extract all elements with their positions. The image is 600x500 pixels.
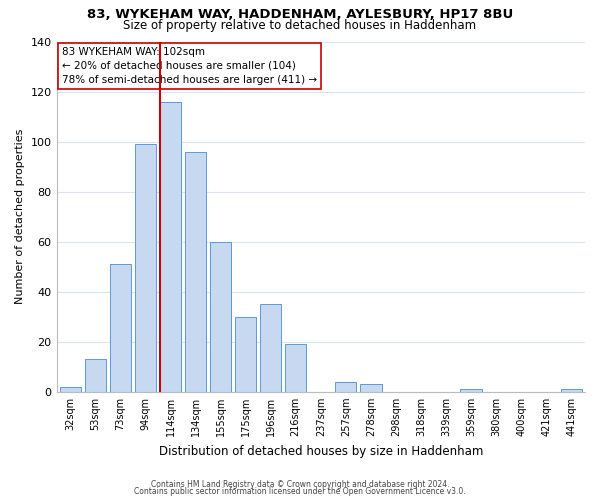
Y-axis label: Number of detached properties: Number of detached properties [15,129,25,304]
Bar [360,384,382,392]
Bar [560,390,582,392]
Text: Contains HM Land Registry data © Crown copyright and database right 2024.: Contains HM Land Registry data © Crown c… [151,480,449,489]
Text: Size of property relative to detached houses in Haddenham: Size of property relative to detached ho… [124,19,476,32]
Bar [460,390,482,392]
Bar [235,316,256,392]
Bar [335,382,356,392]
Text: 83 WYKEHAM WAY: 102sqm
← 20% of detached houses are smaller (104)
78% of semi-de: 83 WYKEHAM WAY: 102sqm ← 20% of detached… [62,47,317,85]
Bar [160,102,181,392]
Bar [185,152,206,392]
Text: Contains public sector information licensed under the Open Government Licence v3: Contains public sector information licen… [134,487,466,496]
Bar [110,264,131,392]
Bar [210,242,231,392]
Bar [260,304,281,392]
Bar [85,360,106,392]
Bar [285,344,307,392]
Bar [135,144,156,392]
Text: 83, WYKEHAM WAY, HADDENHAM, AYLESBURY, HP17 8BU: 83, WYKEHAM WAY, HADDENHAM, AYLESBURY, H… [87,8,513,20]
X-axis label: Distribution of detached houses by size in Haddenham: Distribution of detached houses by size … [158,444,483,458]
Bar [59,387,81,392]
